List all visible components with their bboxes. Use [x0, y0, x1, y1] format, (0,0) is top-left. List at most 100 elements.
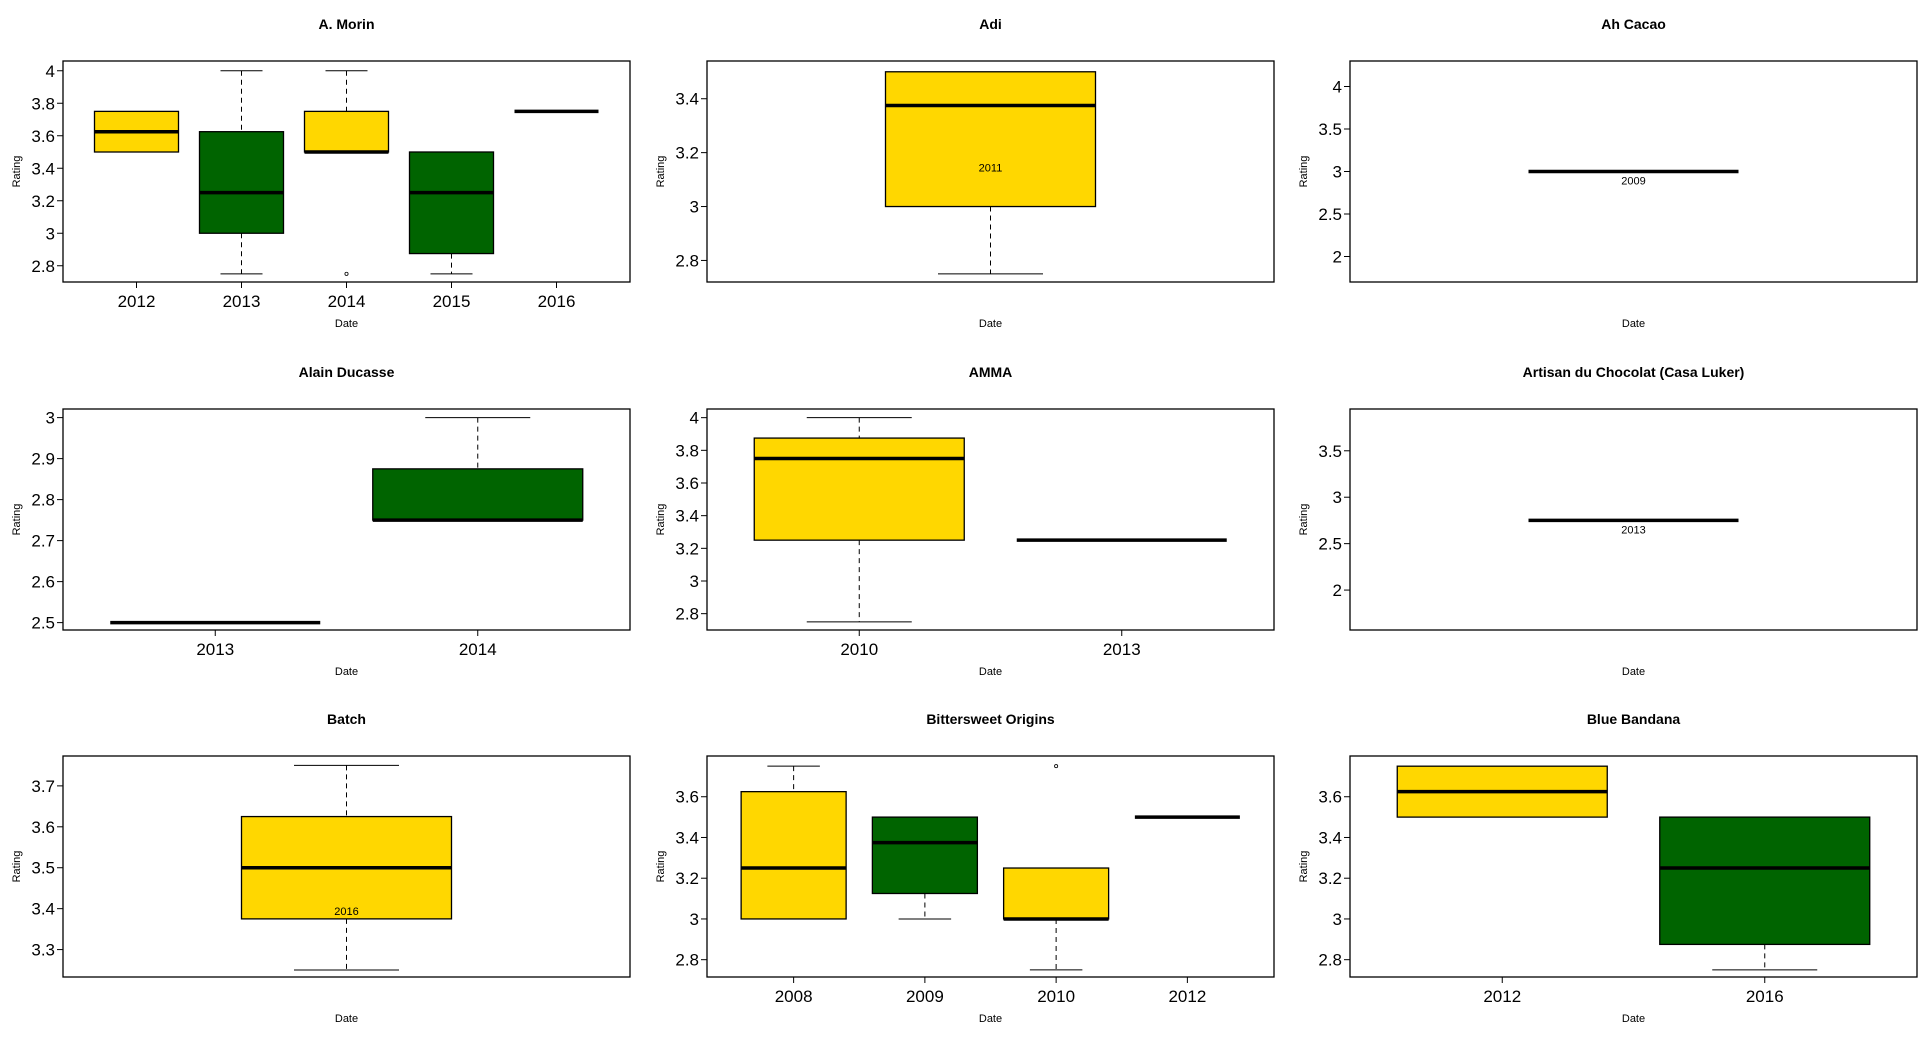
- y-tick-label: 3.5: [31, 859, 55, 878]
- y-tick-label: 3: [1333, 910, 1342, 929]
- y-tick-label: 4: [690, 409, 699, 428]
- y-tick-label: 3: [46, 409, 55, 428]
- x-tick-label: 2012: [118, 292, 156, 311]
- x-tick-label: 2016: [538, 292, 576, 311]
- x-axis-label: Date: [1622, 666, 1645, 678]
- y-axis-label: Rating: [655, 851, 667, 883]
- y-axis-label: Rating: [1298, 504, 1310, 536]
- box-iqr: [884, 71, 1097, 208]
- plot-frame: [1349, 755, 1918, 978]
- y-tick-label: 3.5: [1318, 442, 1342, 461]
- chart-panel: A. Morin Date Rating 2.8 3 3.2 3.4 3.6 3.8 4 2012 2…: [11, 16, 631, 330]
- y-tick-label: 2: [1333, 248, 1342, 267]
- box-2016: [240, 764, 453, 971]
- y-tick-label: 3: [46, 224, 55, 243]
- chart-title: Ah Cacao: [1601, 16, 1666, 32]
- x-tick-label: 2010: [1037, 987, 1075, 1006]
- box-iqr: [372, 468, 584, 521]
- group-label: 2016: [334, 906, 358, 918]
- x-tick-label: 2014: [328, 292, 366, 311]
- x-tick-label: 2012: [1168, 987, 1206, 1006]
- chart-title: Artisan du Chocolat (Casa Luker): [1523, 364, 1745, 380]
- y-tick-label: 3.4: [675, 507, 699, 526]
- y-tick-label: 3: [1333, 163, 1342, 182]
- x-tick-label: 2010: [840, 640, 878, 659]
- box-2012: [1396, 765, 1608, 818]
- box-iqr: [1659, 816, 1871, 946]
- box-2016: [1659, 816, 1871, 971]
- x-axis-label: Date: [1622, 1013, 1645, 1025]
- box-2014: [303, 70, 390, 276]
- x-tick-label: 2013: [196, 640, 234, 659]
- y-tick-label: 3.2: [1318, 869, 1342, 888]
- y-tick-label: 3.6: [675, 474, 699, 493]
- chart-panel: Adi Date Rating 2.8 3 3.2 3.4 2011: [655, 16, 1275, 330]
- x-tick-label: 2013: [1103, 640, 1141, 659]
- x-tick-label: 2015: [433, 292, 471, 311]
- box-2010: [753, 417, 965, 623]
- y-tick-label: 3.4: [1318, 828, 1342, 847]
- y-tick-label: 3.7: [31, 777, 55, 796]
- box-iqr: [198, 131, 285, 234]
- x-axis-label: Date: [335, 1013, 358, 1025]
- x-axis-label: Date: [979, 318, 1002, 330]
- y-axis-label: Rating: [11, 156, 23, 188]
- y-tick-label: 2.9: [31, 450, 55, 469]
- box-2011: [884, 71, 1097, 275]
- x-tick-label: 2008: [775, 987, 813, 1006]
- x-tick-label: 2014: [459, 640, 497, 659]
- chart-title: Adi: [979, 16, 1002, 32]
- y-tick-label: 3.4: [31, 159, 55, 178]
- chart-title: Bittersweet Origins: [926, 711, 1055, 727]
- x-axis-label: Date: [335, 666, 358, 678]
- y-tick-label: 3.2: [675, 539, 699, 558]
- chart-panel: Bittersweet Origins Date Rating 2.8 3 3.2 3.4 3…: [655, 711, 1275, 1025]
- chart-title: A. Morin: [319, 16, 375, 32]
- y-tick-label: 4: [1333, 78, 1342, 97]
- y-tick-label: 3: [690, 910, 699, 929]
- box-2012: [93, 110, 180, 153]
- y-tick-label: 3: [1333, 488, 1342, 507]
- y-axis-label: Rating: [655, 504, 667, 536]
- box-iqr: [408, 151, 495, 255]
- y-axis-label: Rating: [1298, 851, 1310, 883]
- box-iqr: [1002, 867, 1110, 920]
- y-tick-label: 2.8: [31, 491, 55, 510]
- plot-frame: [1349, 60, 1918, 283]
- chart-panel: Artisan du Chocolat (Casa Luker) Date Rati…: [1298, 364, 1918, 678]
- y-tick-label: 3.6: [1318, 788, 1342, 807]
- chart-title: Blue Bandana: [1587, 711, 1681, 727]
- y-axis-label: Rating: [11, 851, 23, 883]
- x-axis-label: Date: [979, 666, 1002, 678]
- chart-panel: Blue Bandana Date Rating 2.8 3 3.2 3.4 3.6 2012 2…: [1298, 711, 1918, 1025]
- y-tick-label: 3.8: [31, 94, 55, 113]
- y-tick-label: 2.8: [675, 605, 699, 624]
- box-2015: [408, 151, 495, 275]
- plot-frame: [706, 755, 1275, 978]
- y-tick-label: 2.7: [31, 532, 55, 551]
- y-tick-label: 2.6: [31, 573, 55, 592]
- box-iqr: [303, 110, 390, 153]
- outlier-point: [1054, 764, 1059, 769]
- y-tick-label: 2.5: [31, 614, 55, 633]
- chart-title: AMMA: [969, 364, 1013, 380]
- y-tick-label: 3.4: [31, 900, 55, 919]
- box-2010: [1002, 764, 1110, 971]
- x-tick-label: 2012: [1483, 987, 1521, 1006]
- x-tick-label: 2013: [223, 292, 261, 311]
- plot-frame: [1349, 408, 1918, 631]
- chart-panel: Ah Cacao Date Rating 2 2.5 3 3.5 4 2009: [1298, 16, 1918, 330]
- x-axis-label: Date: [1622, 318, 1645, 330]
- y-tick-label: 2.8: [31, 257, 55, 276]
- y-axis-label: Rating: [655, 156, 667, 188]
- plot-frame: [706, 408, 1275, 631]
- y-tick-label: 2.8: [675, 951, 699, 970]
- y-tick-label: 2.5: [1318, 535, 1342, 554]
- group-label: 2013: [1621, 524, 1645, 536]
- group-label: 2011: [979, 163, 1003, 175]
- y-tick-label: 4: [46, 62, 55, 81]
- plot-frame: [62, 755, 631, 978]
- y-tick-label: 2.8: [1318, 951, 1342, 970]
- x-axis-label: Date: [979, 1013, 1002, 1025]
